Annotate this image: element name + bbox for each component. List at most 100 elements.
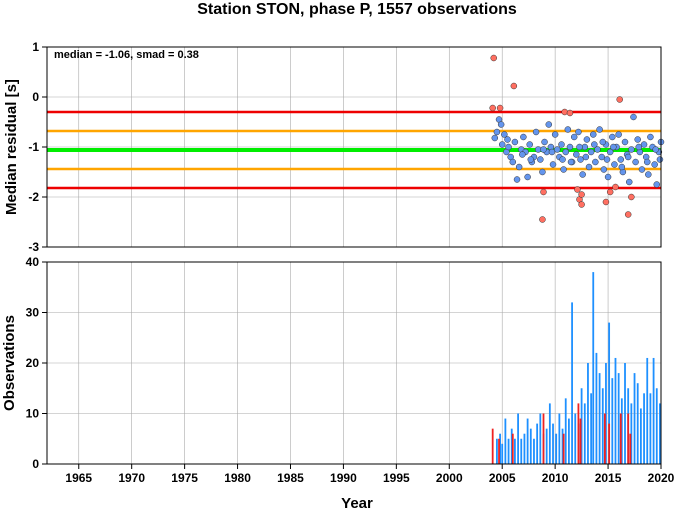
observation-bar bbox=[545, 428, 548, 464]
x-tick-label: 1975 bbox=[171, 471, 198, 485]
observation-bar bbox=[501, 443, 504, 464]
y-tick-label: 10 bbox=[26, 407, 40, 421]
x-tick-label: 1985 bbox=[277, 471, 304, 485]
outlier-point bbox=[539, 216, 546, 223]
observation-bar bbox=[558, 413, 561, 464]
observation-bar bbox=[605, 363, 607, 464]
residual-point bbox=[579, 171, 586, 178]
outlier-observation-bar bbox=[603, 413, 606, 464]
observation-bars bbox=[491, 272, 661, 464]
residual-point bbox=[621, 138, 629, 146]
x-tick-label: 1970 bbox=[118, 471, 145, 485]
residual-y-label: Median residual [s] bbox=[3, 79, 20, 215]
x-tick-label: 1990 bbox=[330, 471, 357, 485]
residual-point bbox=[634, 136, 641, 143]
stats-annotation: median = -1.06, smad = 0.38 bbox=[54, 49, 199, 61]
outlier-observation-bar bbox=[511, 433, 514, 464]
residual-point bbox=[606, 148, 614, 156]
residual-point bbox=[647, 133, 654, 141]
observation-bar bbox=[611, 378, 614, 464]
residual-point bbox=[599, 138, 607, 146]
residual-point bbox=[505, 143, 512, 151]
observation-bar bbox=[574, 413, 577, 464]
residual-point bbox=[570, 133, 578, 141]
residual-point bbox=[501, 131, 508, 138]
residual-point bbox=[567, 158, 575, 166]
observation-bar bbox=[555, 433, 558, 464]
outlier-point bbox=[616, 96, 623, 103]
observation-bar bbox=[517, 413, 519, 464]
residual-point bbox=[609, 133, 616, 141]
x-tick-label: 2010 bbox=[542, 471, 569, 485]
residual-point bbox=[559, 156, 566, 163]
observation-bar bbox=[580, 388, 583, 464]
outlier-point bbox=[578, 201, 585, 208]
observation-bar bbox=[617, 373, 620, 464]
y-tick-label: -3 bbox=[28, 240, 39, 254]
residual-point bbox=[624, 153, 632, 161]
observation-bar bbox=[514, 438, 516, 464]
observation-bar bbox=[504, 418, 507, 464]
residual-point bbox=[566, 143, 574, 151]
residual-point bbox=[656, 156, 664, 163]
y-tick-label: 40 bbox=[26, 255, 40, 269]
observation-bar bbox=[633, 373, 636, 464]
x-tick-label: 1965 bbox=[65, 471, 92, 485]
residual-point bbox=[493, 128, 501, 136]
residual-point bbox=[638, 166, 646, 173]
residual-point bbox=[539, 168, 546, 176]
observation-bar bbox=[643, 393, 645, 464]
residual-point bbox=[558, 141, 565, 148]
residual-point bbox=[630, 113, 637, 121]
observation-bar bbox=[652, 357, 655, 464]
residual-point bbox=[541, 138, 548, 146]
observation-bar bbox=[564, 398, 567, 464]
outlier-observation-bar bbox=[627, 413, 630, 464]
residual-point bbox=[548, 148, 556, 156]
residual-y-ticks: 1 0 -1 -2 -3 bbox=[28, 40, 47, 254]
residual-point bbox=[610, 143, 617, 151]
residual-point bbox=[625, 178, 633, 186]
observation-bar bbox=[526, 418, 529, 464]
residual-point bbox=[497, 121, 505, 128]
outlier-observation-bar bbox=[498, 438, 500, 464]
residual-point bbox=[618, 163, 626, 171]
residual-point bbox=[651, 161, 658, 168]
observation-bar bbox=[499, 433, 501, 464]
observation-bar bbox=[583, 403, 586, 464]
observation-bar bbox=[507, 438, 510, 464]
outlier-point bbox=[561, 108, 568, 116]
residual-point bbox=[575, 128, 582, 136]
residual-point bbox=[524, 173, 531, 181]
outlier-point bbox=[578, 191, 585, 198]
residual-point bbox=[549, 161, 557, 168]
residual-point bbox=[520, 133, 527, 141]
y-tick-label: 1 bbox=[32, 40, 39, 54]
residual-point bbox=[653, 181, 661, 188]
residual-point bbox=[589, 131, 597, 138]
residual-point bbox=[576, 143, 583, 151]
residual-point bbox=[545, 121, 553, 128]
observation-bar bbox=[646, 357, 649, 464]
residual-point bbox=[511, 138, 519, 146]
residual-point bbox=[643, 158, 651, 166]
residual-point bbox=[611, 161, 618, 168]
observation-bar bbox=[601, 388, 604, 464]
outlier-point bbox=[490, 54, 497, 62]
outlier-observation-bar bbox=[579, 418, 582, 464]
outlier-observation-bar bbox=[619, 413, 622, 464]
residual-point bbox=[628, 146, 635, 153]
residual-point bbox=[551, 131, 559, 138]
y-tick-label: -2 bbox=[28, 190, 39, 204]
residual-point bbox=[594, 146, 601, 153]
residual-point bbox=[635, 143, 643, 151]
residual-point bbox=[592, 158, 599, 166]
outlier-point bbox=[510, 82, 518, 90]
observation-bar bbox=[539, 413, 542, 464]
observation-bar bbox=[561, 428, 564, 464]
residual-point bbox=[596, 126, 603, 133]
outlier-observation-bar bbox=[542, 413, 545, 464]
observation-bar bbox=[520, 438, 523, 464]
residual-point bbox=[532, 128, 540, 136]
residual-point bbox=[645, 171, 652, 178]
